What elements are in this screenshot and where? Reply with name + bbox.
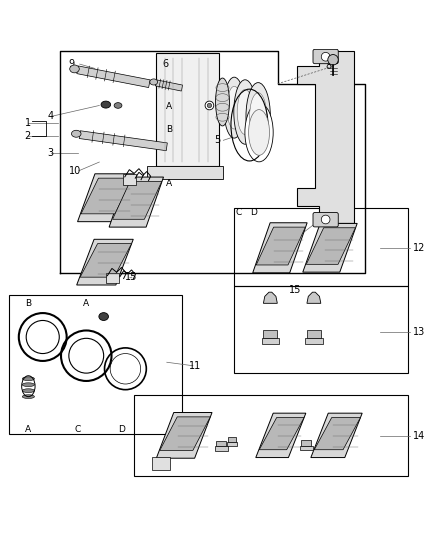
Polygon shape <box>256 413 306 457</box>
Text: 15: 15 <box>125 175 138 185</box>
Bar <box>134 395 408 477</box>
Polygon shape <box>303 223 357 272</box>
Ellipse shape <box>114 103 122 108</box>
Text: B: B <box>166 125 172 134</box>
Circle shape <box>205 101 214 110</box>
Bar <box>305 338 322 344</box>
Polygon shape <box>77 239 133 285</box>
Bar <box>300 446 313 450</box>
Text: A: A <box>83 299 89 308</box>
Text: 3: 3 <box>47 148 53 158</box>
Ellipse shape <box>246 83 270 150</box>
Bar <box>263 330 277 338</box>
Ellipse shape <box>22 377 35 381</box>
Circle shape <box>328 54 338 65</box>
Ellipse shape <box>22 383 35 386</box>
Ellipse shape <box>70 65 79 73</box>
Ellipse shape <box>99 313 109 320</box>
Ellipse shape <box>71 130 81 137</box>
Polygon shape <box>79 131 167 151</box>
Bar <box>215 447 228 451</box>
Ellipse shape <box>249 110 269 155</box>
Polygon shape <box>306 228 356 264</box>
Bar <box>9 295 182 434</box>
Ellipse shape <box>22 389 35 392</box>
Bar <box>106 273 119 283</box>
Text: 8: 8 <box>325 61 332 71</box>
Ellipse shape <box>250 93 267 140</box>
Text: 6: 6 <box>162 59 169 69</box>
Text: 15: 15 <box>289 286 301 295</box>
Ellipse shape <box>150 79 158 85</box>
Polygon shape <box>77 66 150 87</box>
Polygon shape <box>253 223 307 273</box>
Bar <box>152 457 170 470</box>
Text: 12: 12 <box>413 243 425 253</box>
Text: 5: 5 <box>215 135 221 146</box>
Polygon shape <box>256 227 305 265</box>
Bar <box>228 437 237 442</box>
Polygon shape <box>156 413 212 458</box>
Ellipse shape <box>101 101 111 108</box>
Polygon shape <box>311 413 362 457</box>
Polygon shape <box>109 177 163 227</box>
Bar <box>307 330 321 338</box>
Bar <box>216 441 226 447</box>
FancyBboxPatch shape <box>313 50 338 63</box>
Text: 15: 15 <box>125 272 138 282</box>
Ellipse shape <box>237 90 253 134</box>
Circle shape <box>207 103 212 108</box>
Bar <box>234 286 408 373</box>
Text: D: D <box>251 208 257 217</box>
Polygon shape <box>307 292 321 303</box>
Text: 11: 11 <box>188 361 201 371</box>
Bar <box>226 442 237 446</box>
Text: 7: 7 <box>289 236 295 245</box>
Ellipse shape <box>234 80 256 144</box>
Ellipse shape <box>227 86 241 129</box>
Text: B: B <box>25 299 32 308</box>
Text: 14: 14 <box>413 431 425 441</box>
Text: 13: 13 <box>413 327 425 337</box>
Polygon shape <box>259 417 304 450</box>
Polygon shape <box>160 417 210 450</box>
Polygon shape <box>81 178 132 214</box>
Polygon shape <box>314 417 360 450</box>
Bar <box>234 208 408 286</box>
Ellipse shape <box>215 78 230 126</box>
Text: 9: 9 <box>69 59 75 69</box>
Text: 4: 4 <box>47 111 53 122</box>
FancyBboxPatch shape <box>313 213 338 227</box>
Ellipse shape <box>224 77 245 138</box>
Text: 2: 2 <box>25 131 31 141</box>
Polygon shape <box>155 80 183 91</box>
Polygon shape <box>263 292 277 303</box>
Bar <box>123 174 136 184</box>
Text: C: C <box>74 425 81 434</box>
Text: A: A <box>166 179 172 188</box>
Ellipse shape <box>245 103 273 162</box>
Bar <box>261 338 279 344</box>
Polygon shape <box>156 53 219 166</box>
Text: D: D <box>118 425 124 434</box>
Polygon shape <box>113 181 162 219</box>
Text: 10: 10 <box>69 166 81 176</box>
Circle shape <box>321 215 330 224</box>
Text: C: C <box>236 208 242 217</box>
Ellipse shape <box>22 395 35 399</box>
Text: 1: 1 <box>25 118 31 128</box>
Polygon shape <box>147 166 223 180</box>
Polygon shape <box>78 174 134 222</box>
Bar <box>301 440 311 446</box>
Text: A: A <box>166 102 172 111</box>
Circle shape <box>321 52 330 61</box>
Text: A: A <box>25 425 32 434</box>
Polygon shape <box>297 51 354 223</box>
Polygon shape <box>80 244 131 277</box>
